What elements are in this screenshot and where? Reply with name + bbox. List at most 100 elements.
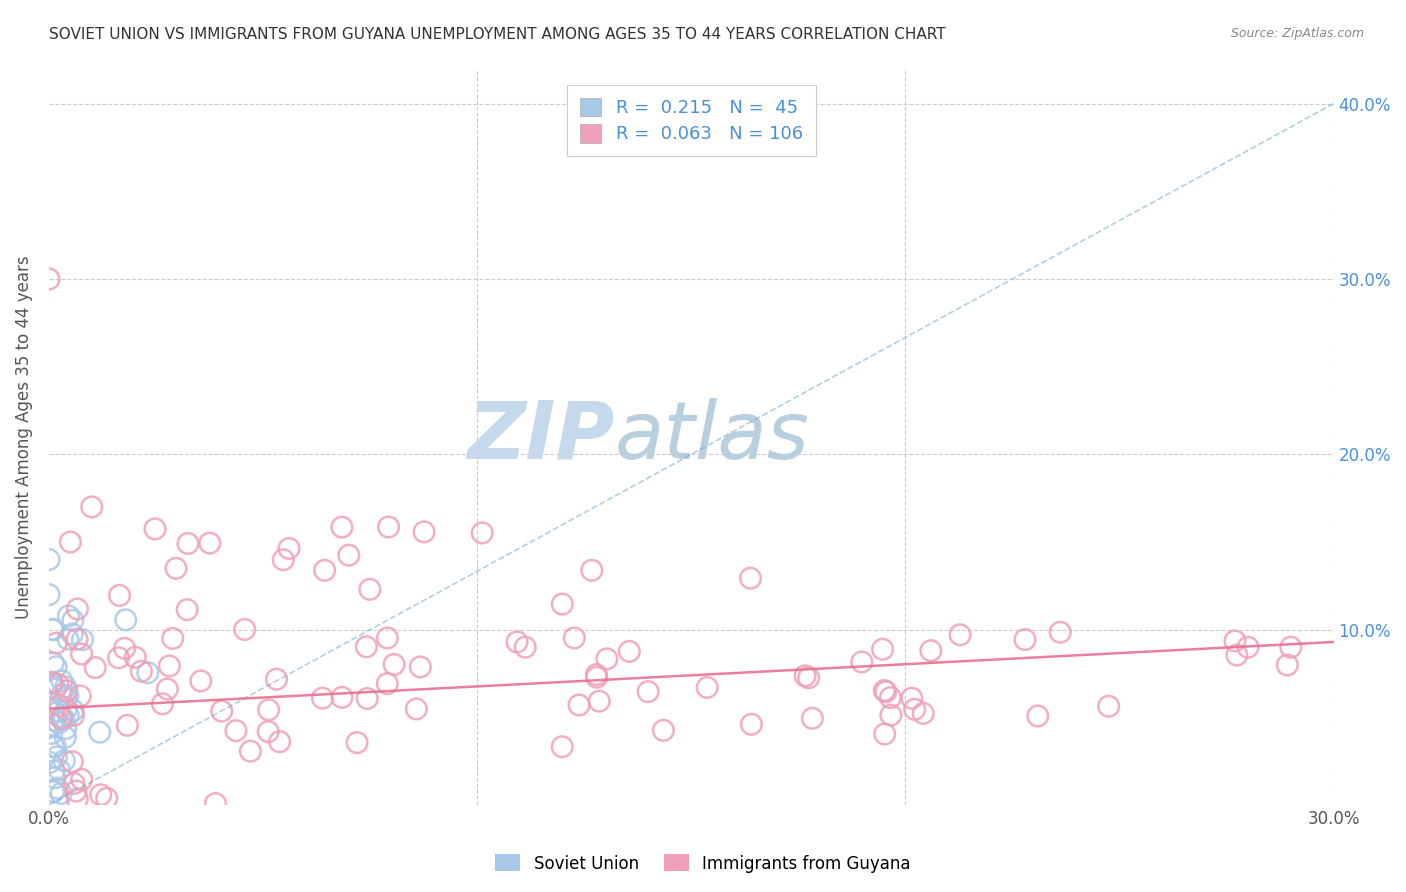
- Point: [740, 571, 762, 585]
- Y-axis label: Unemployment Among Ages 35 to 44 years: Unemployment Among Ages 35 to 44 years: [15, 255, 32, 619]
- Point: [880, 708, 903, 723]
- Point: [177, 536, 200, 550]
- Point: [405, 702, 427, 716]
- Point: [96, 791, 118, 805]
- Point: [51, 710, 73, 724]
- Point: [176, 602, 198, 616]
- Point: [156, 681, 179, 696]
- Point: [1098, 699, 1121, 714]
- Point: [42, 656, 65, 670]
- Point: [41, 718, 63, 732]
- Point: [551, 597, 574, 611]
- Point: [337, 548, 360, 562]
- Point: [1026, 709, 1049, 723]
- Point: [949, 628, 972, 642]
- Text: SOVIET UNION VS IMMIGRANTS FROM GUYANA UNEMPLOYMENT AMONG AGES 35 TO 44 YEARS CO: SOVIET UNION VS IMMIGRANTS FROM GUYANA U…: [49, 27, 946, 42]
- Point: [257, 724, 280, 739]
- Point: [58, 608, 80, 623]
- Point: [794, 669, 817, 683]
- Point: [879, 690, 901, 705]
- Point: [619, 644, 641, 658]
- Point: [44, 739, 66, 754]
- Point: [65, 784, 87, 798]
- Point: [46, 677, 69, 691]
- Point: [801, 711, 824, 725]
- Point: [84, 660, 107, 674]
- Point: [851, 655, 873, 669]
- Point: [38, 588, 60, 602]
- Point: [198, 536, 221, 550]
- Point: [60, 755, 83, 769]
- Point: [506, 635, 529, 649]
- Point: [55, 690, 77, 705]
- Point: [382, 657, 405, 672]
- Point: [143, 522, 166, 536]
- Point: [49, 711, 72, 725]
- Point: [165, 561, 187, 575]
- Point: [568, 698, 591, 712]
- Point: [1237, 640, 1260, 655]
- Point: [49, 786, 72, 800]
- Point: [377, 520, 399, 534]
- Point: [45, 660, 67, 674]
- Point: [225, 723, 247, 738]
- Point: [581, 563, 603, 577]
- Point: [53, 731, 76, 745]
- Point: [72, 632, 94, 647]
- Point: [278, 541, 301, 556]
- Point: [80, 500, 103, 514]
- Point: [38, 756, 60, 770]
- Point: [44, 714, 66, 728]
- Point: [41, 675, 63, 690]
- Point: [41, 676, 63, 690]
- Point: [42, 739, 65, 754]
- Point: [875, 684, 897, 698]
- Point: [41, 623, 63, 637]
- Point: [70, 647, 93, 661]
- Point: [90, 788, 112, 802]
- Point: [873, 727, 896, 741]
- Point: [190, 673, 212, 688]
- Point: [136, 665, 159, 680]
- Point: [740, 717, 762, 731]
- Point: [157, 659, 180, 673]
- Point: [904, 702, 927, 716]
- Point: [45, 750, 67, 764]
- Point: [63, 776, 86, 790]
- Point: [55, 680, 77, 694]
- Point: [56, 689, 79, 703]
- Point: [48, 704, 70, 718]
- Point: [152, 697, 174, 711]
- Point: [375, 676, 398, 690]
- Point: [48, 763, 70, 777]
- Point: [131, 665, 153, 679]
- Point: [58, 708, 80, 723]
- Point: [66, 632, 89, 647]
- Legend: Soviet Union, Immigrants from Guyana: Soviet Union, Immigrants from Guyana: [489, 847, 917, 880]
- Point: [60, 627, 83, 641]
- Point: [1277, 658, 1299, 673]
- Point: [266, 672, 288, 686]
- Point: [872, 642, 894, 657]
- Point: [62, 613, 84, 627]
- Point: [314, 563, 336, 577]
- Point: [44, 682, 66, 697]
- Point: [51, 673, 73, 688]
- Point: [356, 640, 378, 654]
- Point: [696, 681, 718, 695]
- Point: [45, 636, 67, 650]
- Text: Source: ZipAtlas.com: Source: ZipAtlas.com: [1230, 27, 1364, 40]
- Point: [114, 641, 136, 656]
- Point: [204, 797, 226, 811]
- Point: [233, 623, 256, 637]
- Point: [409, 660, 432, 674]
- Point: [55, 702, 77, 716]
- Point: [1049, 625, 1071, 640]
- Point: [912, 706, 935, 721]
- Point: [797, 671, 820, 685]
- Point: [53, 754, 76, 768]
- Point: [48, 715, 70, 730]
- Point: [1014, 632, 1036, 647]
- Point: [70, 772, 93, 787]
- Point: [42, 785, 65, 799]
